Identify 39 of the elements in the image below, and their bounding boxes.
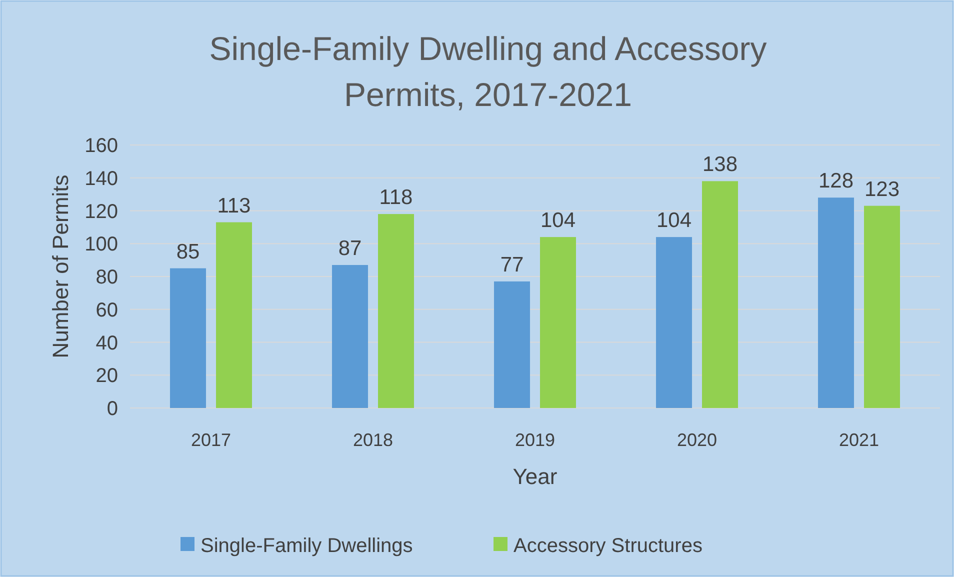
data-label: 77 [500,253,524,276]
legend-label: Accessory Structures [514,535,702,557]
data-label: 113 [217,194,251,218]
bar [170,268,206,408]
chart-title: Single-Family Dwelling and Accessory Permits, 2017-2021 [209,30,768,113]
y-tick-label: 140 [84,168,118,190]
x-axis-title: Year [512,464,558,489]
y-axis-title: Number of Permits [48,174,73,358]
bar [494,281,530,408]
data-label: 104 [656,209,692,232]
bar [216,222,252,408]
x-tick-label: 2021 [838,430,880,450]
bar [332,264,368,408]
y-tick-label: 40 [96,332,118,354]
data-label: 138 [702,153,738,176]
data-label: 128 [818,170,854,193]
y-tick-label: 60 [96,299,118,322]
bar [378,214,414,408]
x-tick-label: 2017 [190,430,232,450]
x-tick-label: 2018 [352,430,394,450]
data-label: 123 [864,178,900,201]
bar [864,206,900,408]
legend-label: Single-Family Dwellings [200,535,413,557]
x-tick-label: 2019 [514,430,556,450]
data-label: 87 [338,236,362,260]
y-tick-label: 160 [84,135,118,157]
bar [540,237,576,408]
data-label: 118 [379,186,413,210]
y-tick-label: 0 [106,398,118,420]
bar [702,181,738,408]
x-tick-label: 2020 [676,430,718,450]
data-label: 104 [540,209,576,232]
y-tick-label: 100 [84,234,118,256]
bar [818,198,854,408]
bar [656,237,692,408]
data-label: 85 [176,240,200,264]
y-tick-label: 20 [96,365,118,388]
y-tick-label: 80 [96,266,118,288]
y-tick-label: 120 [84,200,118,223]
